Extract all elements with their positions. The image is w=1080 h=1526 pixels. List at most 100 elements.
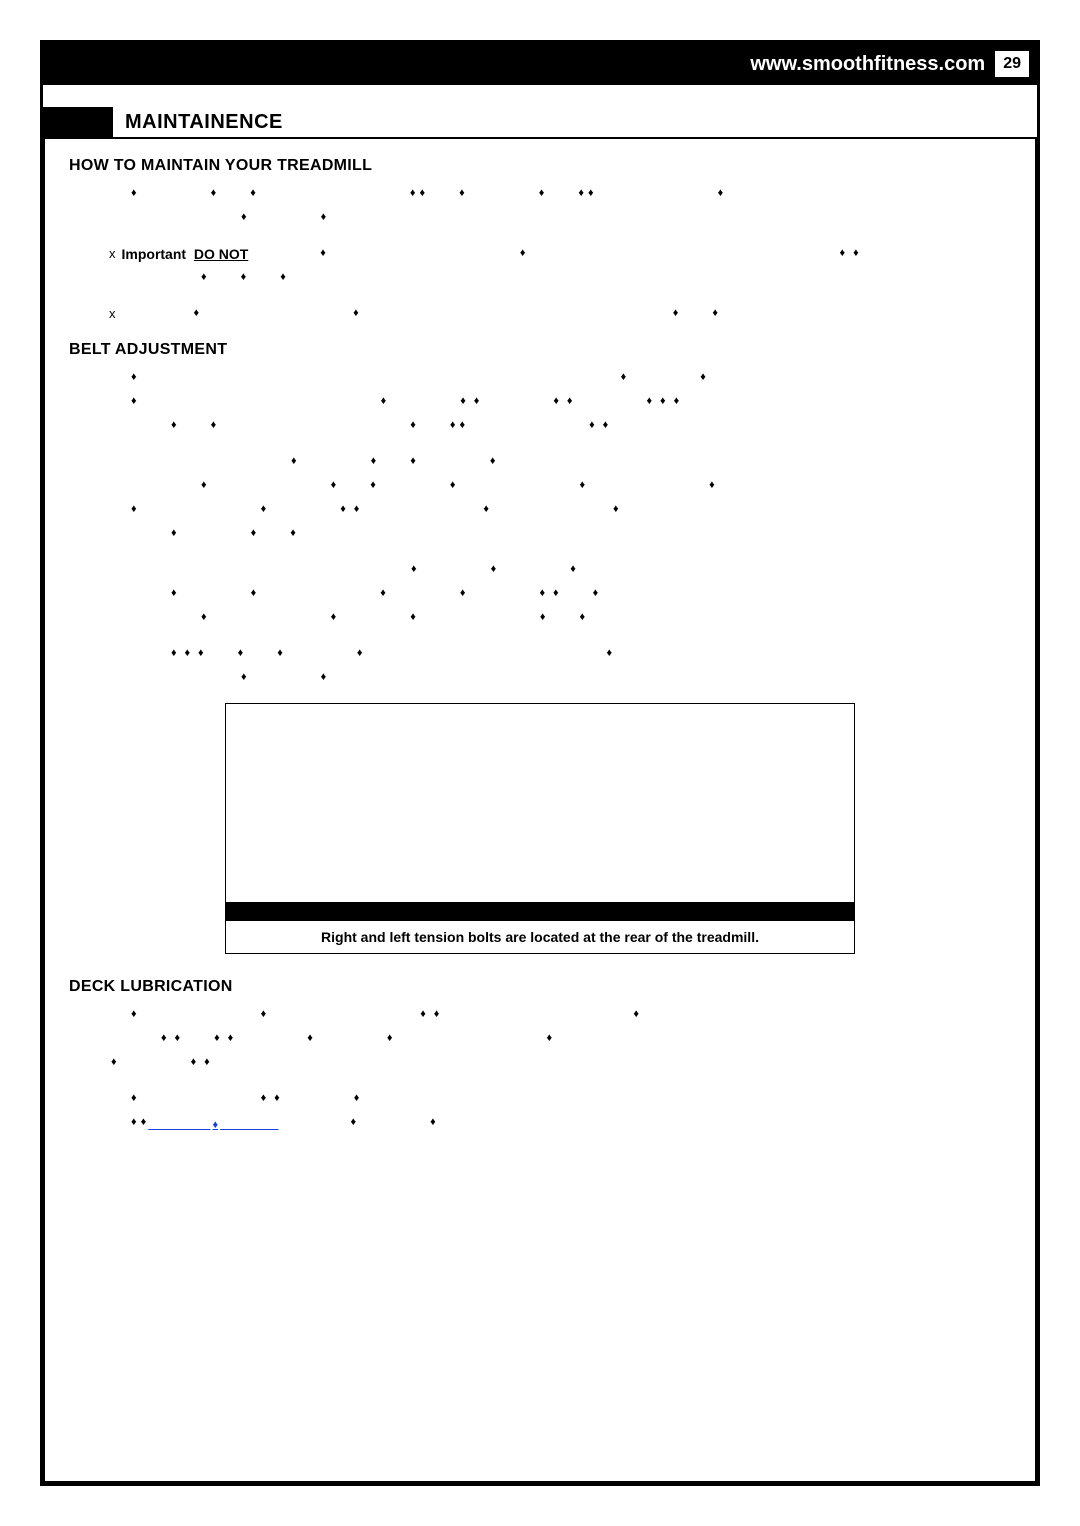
- diamond-icon: ♦: [228, 1031, 234, 1047]
- section-heading-maintain: HOW TO MAINTAIN YOUR TREADMILL: [69, 157, 1011, 175]
- diamond-icon: ♦: [673, 306, 679, 322]
- diamond-icon: ♦: [553, 394, 559, 410]
- diamond-icon: ♦: [111, 1055, 117, 1071]
- diamond-icon: ♦: [131, 1091, 137, 1107]
- diamond-icon: ♦: [261, 1091, 267, 1107]
- diamond-icon: ♦: [185, 646, 191, 662]
- diamond-icon: ♦: [607, 646, 613, 662]
- diamond-icon: ♦: [539, 186, 545, 202]
- diamond-icon: ♦: [370, 478, 376, 494]
- diamond-icon: ♦: [450, 478, 456, 494]
- diamond-icon: ♦: [194, 306, 200, 322]
- diamond-icon: ♦: [380, 586, 386, 602]
- diamond-icon: ♦: [593, 586, 599, 602]
- diamond-icon: ♦: [131, 186, 137, 202]
- diamond-icon: ♦: [353, 306, 359, 322]
- diamond-icon: ♦: [411, 562, 417, 578]
- diamond-icon: ♦: [204, 1055, 210, 1071]
- diamond-icon: ♦: [201, 478, 207, 494]
- diamond-icon: ♦: [474, 394, 480, 410]
- tension-bolt-figure: Right and left tension bolts are located…: [225, 703, 855, 954]
- diamond-icon: ♦: [320, 246, 326, 262]
- diamond-icon: ♦: [567, 394, 573, 410]
- diamond-icon: ♦: [321, 670, 327, 686]
- diamond-icon: ♦: [171, 646, 177, 662]
- bullet-x: x: [109, 245, 116, 264]
- diamond-icon: ♦: [131, 394, 137, 410]
- diamond-icon: ♦: [430, 1115, 436, 1131]
- diamond-icon: ♦: [241, 270, 247, 286]
- diamond-icon: ♦: [141, 1115, 147, 1131]
- title-accent-block: [43, 107, 113, 137]
- diamond-icon: ♦: [410, 610, 416, 626]
- diamond-icon: ♦: [621, 370, 627, 386]
- section-heading-deck: DECK LUBRICATION: [69, 978, 1011, 996]
- diamond-icon: ♦: [718, 186, 724, 202]
- diamond-icon: ♦: [460, 586, 466, 602]
- diamond-icon: ♦: [131, 370, 137, 386]
- diamond-icon: ♦: [460, 394, 466, 410]
- diamond-icon: ♦: [633, 1007, 639, 1023]
- diamond-icon: ♦: [553, 586, 559, 602]
- diamond-icon: ♦: [241, 210, 247, 226]
- diamond-icon: ♦: [460, 418, 466, 434]
- bullet-x: x: [109, 305, 116, 324]
- header-url: www.smoothfitness.com: [750, 53, 985, 76]
- diamond-icon: ♦: [211, 186, 217, 202]
- page-number: 29: [995, 51, 1029, 77]
- diamond-icon: ♦: [307, 1031, 313, 1047]
- diamond-icon: ♦: [331, 478, 337, 494]
- diamond-icon: ♦: [410, 186, 416, 202]
- diamond-icon: ♦: [434, 1007, 440, 1023]
- diamond-icon: ♦: [198, 646, 204, 662]
- diamond-icon: ♦: [700, 370, 706, 386]
- belt-body: ♦ ♦ ♦ ♦ ♦ ♦ ♦ ♦ ♦ ♦ ♦ ♦ ♦ ♦: [69, 369, 1011, 954]
- diamond-icon: ♦: [410, 454, 416, 470]
- diamond-icon: ♦: [290, 526, 296, 542]
- diamond-icon: ♦: [261, 1007, 267, 1023]
- diamond-icon: ♦: [712, 306, 718, 322]
- diamond-icon: ♦: [420, 1007, 426, 1023]
- diamond-icon: ♦: [171, 526, 177, 542]
- diamond-icon: ♦: [840, 246, 846, 262]
- diamond-icon: ♦: [171, 586, 177, 602]
- diamond-icon: ♦: [191, 1055, 197, 1071]
- diamond-icon: ♦: [410, 418, 416, 434]
- diamond-icon: ♦: [450, 418, 456, 434]
- diamond-icon: ♦: [250, 186, 256, 202]
- diamond-icon: ♦: [212, 1119, 218, 1131]
- diamond-icon: ♦: [238, 646, 244, 662]
- diamond-icon: ♦: [340, 502, 346, 518]
- figure-caption: Right and left tension bolts are located…: [225, 921, 855, 954]
- diamond-icon: ♦: [853, 246, 859, 262]
- title-row: MAINTAINENCE: [43, 107, 1037, 137]
- page-frame: www.smoothfitness.com 29 MAINTAINENCE HO…: [40, 40, 1040, 1486]
- diamond-icon: ♦: [291, 454, 297, 470]
- figure-caption-bar: [225, 903, 855, 921]
- diamond-icon: ♦: [491, 562, 497, 578]
- diamond-icon: ♦: [387, 1031, 393, 1047]
- diamond-icon: ♦: [483, 502, 489, 518]
- maintain-body: ♦ ♦ ♦ ♦ ♦ ♦ ♦ ♦ ♦ ♦ ♦ ♦: [69, 185, 1011, 323]
- diamond-icon: ♦: [280, 270, 286, 286]
- diamond-icon: ♦: [490, 454, 496, 470]
- diamond-icon: ♦: [547, 1031, 553, 1047]
- diamond-icon: ♦: [321, 210, 327, 226]
- do-not-label: DO NOT: [194, 244, 248, 264]
- header-bar: www.smoothfitness.com 29: [43, 43, 1037, 85]
- link-placeholder[interactable]: ♦: [148, 1113, 278, 1134]
- diamond-icon: ♦: [211, 418, 217, 434]
- diamond-icon: ♦: [175, 1031, 181, 1047]
- diamond-icon: ♦: [131, 502, 137, 518]
- diamond-icon: ♦: [357, 646, 363, 662]
- diamond-icon: ♦: [277, 646, 283, 662]
- diamond-icon: ♦: [381, 394, 387, 410]
- diamond-icon: ♦: [580, 478, 586, 494]
- diamond-icon: ♦: [241, 670, 247, 686]
- diamond-icon: ♦: [171, 418, 177, 434]
- content-frame: HOW TO MAINTAIN YOUR TREADMILL ♦ ♦ ♦ ♦ ♦…: [43, 137, 1037, 1483]
- diamond-icon: ♦: [214, 1031, 220, 1047]
- diamond-icon: ♦: [331, 610, 337, 626]
- diamond-icon: ♦: [660, 394, 666, 410]
- diamond-icon: ♦: [131, 1115, 137, 1131]
